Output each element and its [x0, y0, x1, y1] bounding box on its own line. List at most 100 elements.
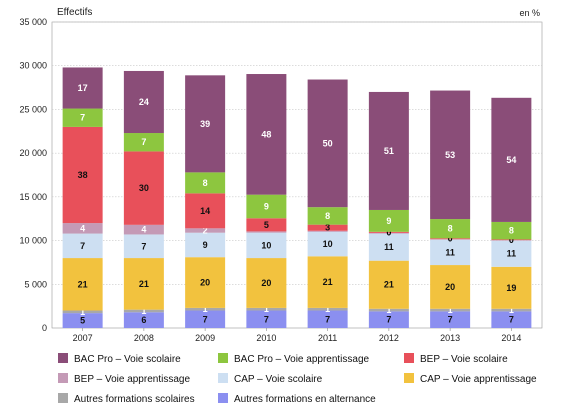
segment-label: 51 — [384, 146, 394, 156]
segment-label: 11 — [445, 247, 455, 257]
segment-label: 1 — [509, 305, 514, 315]
segment-label: 10 — [323, 239, 333, 249]
segment-label: 1 — [141, 306, 146, 316]
segment-label: 1 — [203, 304, 208, 314]
segment-label: 14 — [200, 206, 210, 216]
segment-label: 4 — [141, 225, 146, 235]
segment-label: 1 — [80, 307, 85, 317]
bar-segment — [368, 233, 409, 261]
bar-segment — [368, 311, 409, 328]
bar-segment — [123, 224, 164, 235]
segment-label: 54 — [506, 155, 516, 165]
segment-label: 11 — [384, 242, 394, 252]
segment-label: 7 — [325, 314, 330, 324]
segment-label: 1 — [448, 305, 453, 315]
bar-segment — [491, 240, 532, 267]
segment-label: 20 — [200, 278, 210, 288]
bar-segment — [62, 258, 103, 311]
segment-label: 9 — [203, 240, 208, 250]
x-tick-label: 2007 — [73, 333, 93, 343]
segment-label: 7 — [386, 315, 391, 325]
legend-label: BAC Pro – Voie apprentissage — [234, 354, 370, 365]
bar-segment — [62, 67, 103, 109]
bar-segment — [62, 233, 103, 259]
legend-item: Autres formations en alternance — [218, 393, 376, 405]
legend-label: Autres formations en alternance — [234, 394, 376, 405]
x-axis: 2007 2008 2009 2010 2011 2012 2013 2014 — [73, 328, 521, 343]
legend-item: CAP – Voie scolaire — [218, 373, 323, 385]
bar-segment — [307, 310, 348, 328]
x-tick-label: 2011 — [318, 333, 337, 343]
bar-segment — [246, 194, 287, 219]
bar-segment — [430, 311, 471, 328]
bar-segment — [246, 218, 287, 232]
bar-segment — [62, 126, 103, 224]
legend-label: CAP – Voie scolaire — [234, 374, 323, 385]
legend-label: CAP – Voie apprentissage — [420, 374, 537, 385]
bar-segment — [307, 79, 348, 208]
legend-swatch — [58, 353, 68, 363]
unit-note: en % — [519, 8, 540, 18]
bar-segment — [123, 312, 164, 328]
bar-segment — [246, 310, 287, 328]
y-tick-label: 25 000 — [19, 104, 47, 114]
segment-label: 10 — [261, 240, 271, 250]
legend-item: CAP – Voie apprentissage — [404, 373, 537, 385]
segment-label: 19 — [506, 283, 516, 293]
bar-segment — [62, 310, 103, 314]
bar-segment — [430, 90, 471, 220]
bar-segment — [62, 223, 103, 234]
bar-segment — [430, 238, 471, 240]
segment-label: 20 — [445, 282, 455, 292]
legend-swatch — [218, 393, 228, 403]
legend-swatch — [404, 353, 414, 363]
bars: 5121743871761217430724712092148397120105… — [62, 67, 532, 328]
y-tick-label: 35 000 — [19, 17, 47, 27]
y-tick-label: 15 000 — [19, 192, 47, 202]
legend-label: BEP – Voie apprentissage — [74, 374, 190, 385]
bar-segment — [246, 307, 287, 311]
segment-label: 8 — [325, 211, 330, 221]
segment-label: 7 — [203, 314, 208, 324]
y-tick-label: 5 000 — [24, 279, 47, 289]
bar-segment — [185, 75, 226, 173]
legend-swatch — [404, 373, 414, 383]
legend-swatch — [218, 353, 228, 363]
segment-label: 53 — [445, 150, 455, 160]
bar-segment — [368, 231, 409, 233]
bar-segment — [62, 313, 103, 328]
segment-label: 39 — [200, 119, 210, 129]
y-tick-label: 10 000 — [19, 236, 47, 246]
bar-segment — [491, 239, 532, 241]
segment-label: 0 — [386, 227, 391, 237]
segment-label: 9 — [386, 216, 391, 226]
bar-segment — [307, 231, 348, 257]
segment-label: 21 — [323, 277, 333, 287]
bar-segment — [246, 74, 287, 195]
y-axis: 0 5 000 10 000 15 000 20 000 25 000 30 000 35 0… — [19, 17, 47, 333]
x-tick-label: 2009 — [195, 333, 215, 343]
legend-swatch — [58, 393, 68, 403]
x-tick-label: 2008 — [134, 333, 154, 343]
legend-item: BAC Pro – Voie apprentissage — [218, 353, 370, 365]
legend-swatch — [218, 373, 228, 383]
bar-stack-2007: 51 21 7 4 38 7 17 — [62, 67, 103, 328]
bar-segment — [246, 258, 287, 308]
bar-segment — [430, 239, 471, 240]
bar-segment — [185, 228, 226, 233]
legend-label: Autres formations scolaires — [74, 394, 195, 405]
segment-label: 20 — [261, 278, 271, 288]
bar-segment — [185, 257, 226, 308]
bar-segment — [62, 108, 103, 127]
segment-label: 4 — [80, 223, 85, 233]
bar-segment — [246, 232, 287, 259]
segment-label: 7 — [80, 241, 85, 251]
bar-segment — [491, 311, 532, 328]
legend-item: Autres formations scolaires — [58, 393, 195, 405]
segment-label: 0 — [509, 235, 514, 245]
bar-segment — [185, 307, 226, 311]
bar-segment — [307, 224, 348, 231]
segment-label: 21 — [78, 279, 88, 289]
